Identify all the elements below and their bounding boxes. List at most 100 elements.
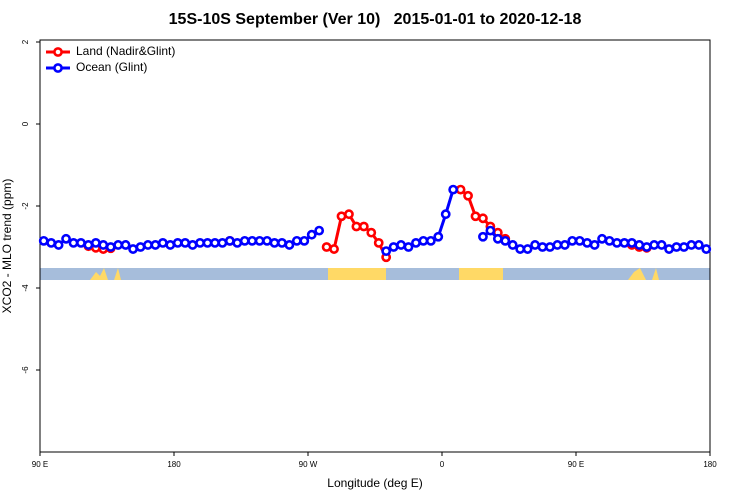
data-point: [254, 235, 265, 246]
data-point: [83, 240, 94, 250]
data-point: [143, 240, 153, 250]
data-point: [522, 244, 533, 254]
data-point: [210, 237, 220, 248]
data-point: [90, 237, 101, 248]
data-point: [612, 237, 622, 248]
legend-label: Land (Nadir&Glint): [76, 44, 175, 58]
data-point: [686, 240, 697, 250]
data-point: [567, 235, 578, 246]
data-point: [157, 237, 168, 248]
data-point: [582, 237, 593, 248]
data-point: [113, 240, 124, 250]
data-point: [172, 237, 183, 248]
data-point: [329, 244, 339, 254]
data-point: [478, 231, 488, 242]
data-point: [425, 235, 436, 246]
data-point: [492, 233, 503, 244]
data-point: [530, 240, 540, 250]
data-point: [217, 237, 228, 248]
data-point: [187, 240, 198, 250]
legend-box: [42, 42, 192, 78]
data-point: [306, 229, 317, 240]
data-point: [224, 235, 235, 246]
x-axis-label: Longitude (deg E): [327, 476, 422, 490]
data-point: [485, 225, 496, 236]
data-point: [537, 242, 548, 252]
x-tick-label: 0: [440, 460, 445, 469]
legend: Land (Nadir&Glint) Ocean (Glint): [42, 42, 192, 78]
data-point: [381, 246, 392, 256]
data-point: [105, 242, 116, 252]
data-point: [128, 244, 138, 254]
data-point: [351, 221, 362, 232]
data-point: [68, 237, 79, 248]
data-point: [701, 244, 712, 254]
data-point: [135, 242, 146, 252]
data-point: [344, 209, 354, 220]
chart-title: 15S-10S September (Ver 10) 2015-01-01 to…: [169, 11, 582, 28]
data-point: [262, 235, 272, 246]
data-point: [202, 237, 213, 248]
data-point: [589, 240, 600, 250]
x-tick-label: 180: [167, 460, 181, 469]
data-point: [165, 240, 176, 250]
legend-marker: [53, 63, 63, 73]
data-point: [403, 242, 414, 252]
data-point: [299, 235, 310, 246]
data-point: [574, 235, 585, 246]
y-tick-label: 0: [21, 121, 30, 126]
data-point: [671, 242, 682, 252]
data-point: [693, 240, 704, 250]
data-point: [232, 237, 243, 248]
data-point: [418, 235, 429, 246]
data-point: [545, 242, 555, 252]
data-point: [455, 184, 466, 195]
data-point: [559, 240, 570, 250]
data-point: [619, 237, 630, 248]
data-point: [396, 240, 406, 250]
data-point: [284, 240, 295, 250]
x-tick-label: 90 W: [299, 460, 318, 469]
data-point: [120, 240, 131, 250]
x-tick-label: 90 E: [568, 460, 584, 469]
data-point: [433, 231, 444, 242]
data-point: [440, 209, 451, 220]
data-point: [634, 240, 645, 250]
data-point: [321, 242, 332, 252]
data-point: [180, 237, 191, 248]
data-point: [411, 237, 421, 248]
data-point: [150, 240, 161, 250]
data-point: [626, 237, 637, 248]
data-point: [388, 242, 399, 252]
data-point: [76, 237, 86, 248]
data-point: [314, 225, 325, 236]
data-point: [649, 240, 660, 250]
data-point: [656, 240, 667, 250]
legend-marker: [53, 47, 63, 57]
data-point: [470, 211, 481, 222]
data-point: [239, 235, 250, 246]
legend-label: Ocean (Glint): [76, 60, 147, 74]
x-tick-label: 90 E: [32, 460, 48, 469]
data-point: [664, 244, 674, 254]
y-tick-label: 2: [21, 39, 30, 44]
data-point: [373, 237, 384, 248]
land-ocean-mask: [40, 268, 710, 280]
data-point: [448, 184, 459, 195]
data-point: [38, 235, 49, 246]
y-tick-label: -2: [21, 202, 30, 210]
data-point: [291, 235, 302, 246]
y-tick-label: -4: [21, 284, 30, 292]
data-point: [358, 221, 369, 232]
data-point: [641, 242, 652, 252]
data-point: [46, 237, 57, 248]
data-point: [597, 233, 607, 244]
data-point: [269, 237, 280, 248]
data-point: [500, 235, 511, 246]
data-point: [366, 227, 377, 238]
data-point: [195, 237, 205, 248]
y-axis-label: XCO2 - MLO trend (ppm): [0, 179, 14, 314]
data-point: [277, 237, 287, 248]
data-point: [98, 240, 109, 250]
